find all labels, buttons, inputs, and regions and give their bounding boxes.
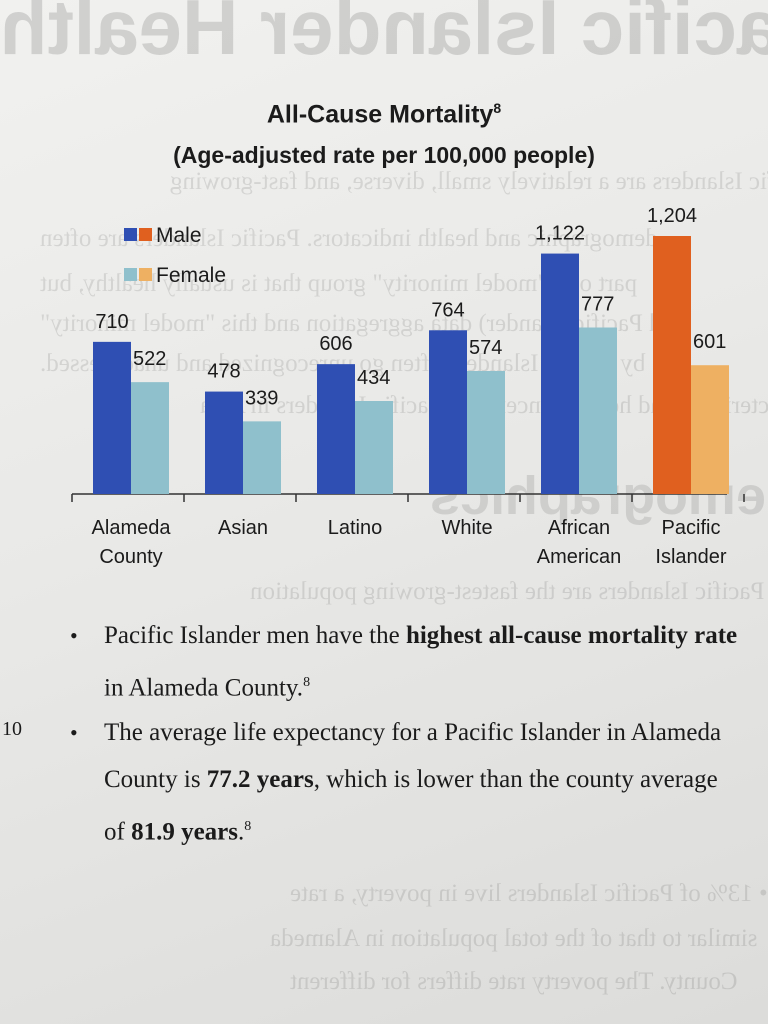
- x-tick-label: Alameda: [92, 517, 172, 539]
- x-tick-label: Asian: [218, 517, 268, 539]
- male-bar-latino: [317, 364, 355, 494]
- female-legend-swatch-highlight: [139, 268, 152, 281]
- female-bar-alameda-county: [131, 382, 169, 494]
- male-value-label: 606: [319, 333, 352, 355]
- female-value-label: 574: [469, 337, 502, 359]
- female-legend-label: Female: [156, 264, 226, 287]
- male-bar-alameda-county: [93, 341, 131, 494]
- x-tick-label: Latino: [328, 517, 383, 539]
- male-legend-swatch-highlight: [139, 228, 152, 241]
- bullet-marker: •: [70, 720, 78, 745]
- bullet-text: The average life expectancy for a Pacifi…: [104, 719, 722, 846]
- female-value-label: 777: [581, 294, 614, 316]
- x-tick-label: African: [548, 517, 610, 539]
- female-value-label: 522: [133, 348, 166, 370]
- chart-subtitle: (Age-adjusted rate per 100,000 people): [173, 142, 595, 168]
- male-value-label: 478: [207, 361, 240, 383]
- female-bar-pacific-islander: [691, 365, 729, 494]
- x-tick-label: American: [537, 546, 621, 568]
- male-bar-pacific-islander: [653, 236, 691, 494]
- male-bar-african-american: [541, 253, 579, 494]
- male-value-label: 764: [431, 299, 464, 321]
- male-legend-label: Male: [156, 224, 202, 247]
- bleed-through-text: similar to that of the total population …: [270, 925, 758, 952]
- female-legend-swatch: [124, 268, 137, 281]
- female-bar-african-american: [579, 327, 617, 494]
- chart-title: All-Cause Mortality8: [266, 100, 502, 129]
- female-bar-latino: [355, 401, 393, 494]
- x-tick-label: White: [441, 517, 492, 539]
- male-value-label: 1,122: [535, 223, 585, 245]
- male-value-label: 1,204: [647, 205, 697, 227]
- male-bar-white: [429, 330, 467, 494]
- female-value-label: 601: [693, 331, 726, 353]
- male-value-label: 710: [95, 311, 128, 333]
- female-value-label: 434: [357, 367, 390, 389]
- x-tick-label: Islander: [655, 546, 726, 568]
- female-value-label: 339: [245, 387, 278, 409]
- x-tick-label: Pacific: [662, 517, 721, 539]
- bleed-through-text: County. The poverty rate differs for dif…: [290, 968, 738, 995]
- bleed-through-text: • 13% of Pacific Islanders live in pover…: [290, 880, 768, 907]
- male-bar-asian: [205, 391, 243, 494]
- page-number: 10: [2, 718, 22, 740]
- bullet-marker: •: [70, 623, 78, 648]
- female-bar-asian: [243, 421, 281, 494]
- female-bar-white: [467, 371, 505, 494]
- x-tick-label: County: [99, 546, 162, 568]
- male-legend-swatch: [124, 228, 137, 241]
- bullet-text: Pacific Islander men have the highest al…: [104, 622, 738, 702]
